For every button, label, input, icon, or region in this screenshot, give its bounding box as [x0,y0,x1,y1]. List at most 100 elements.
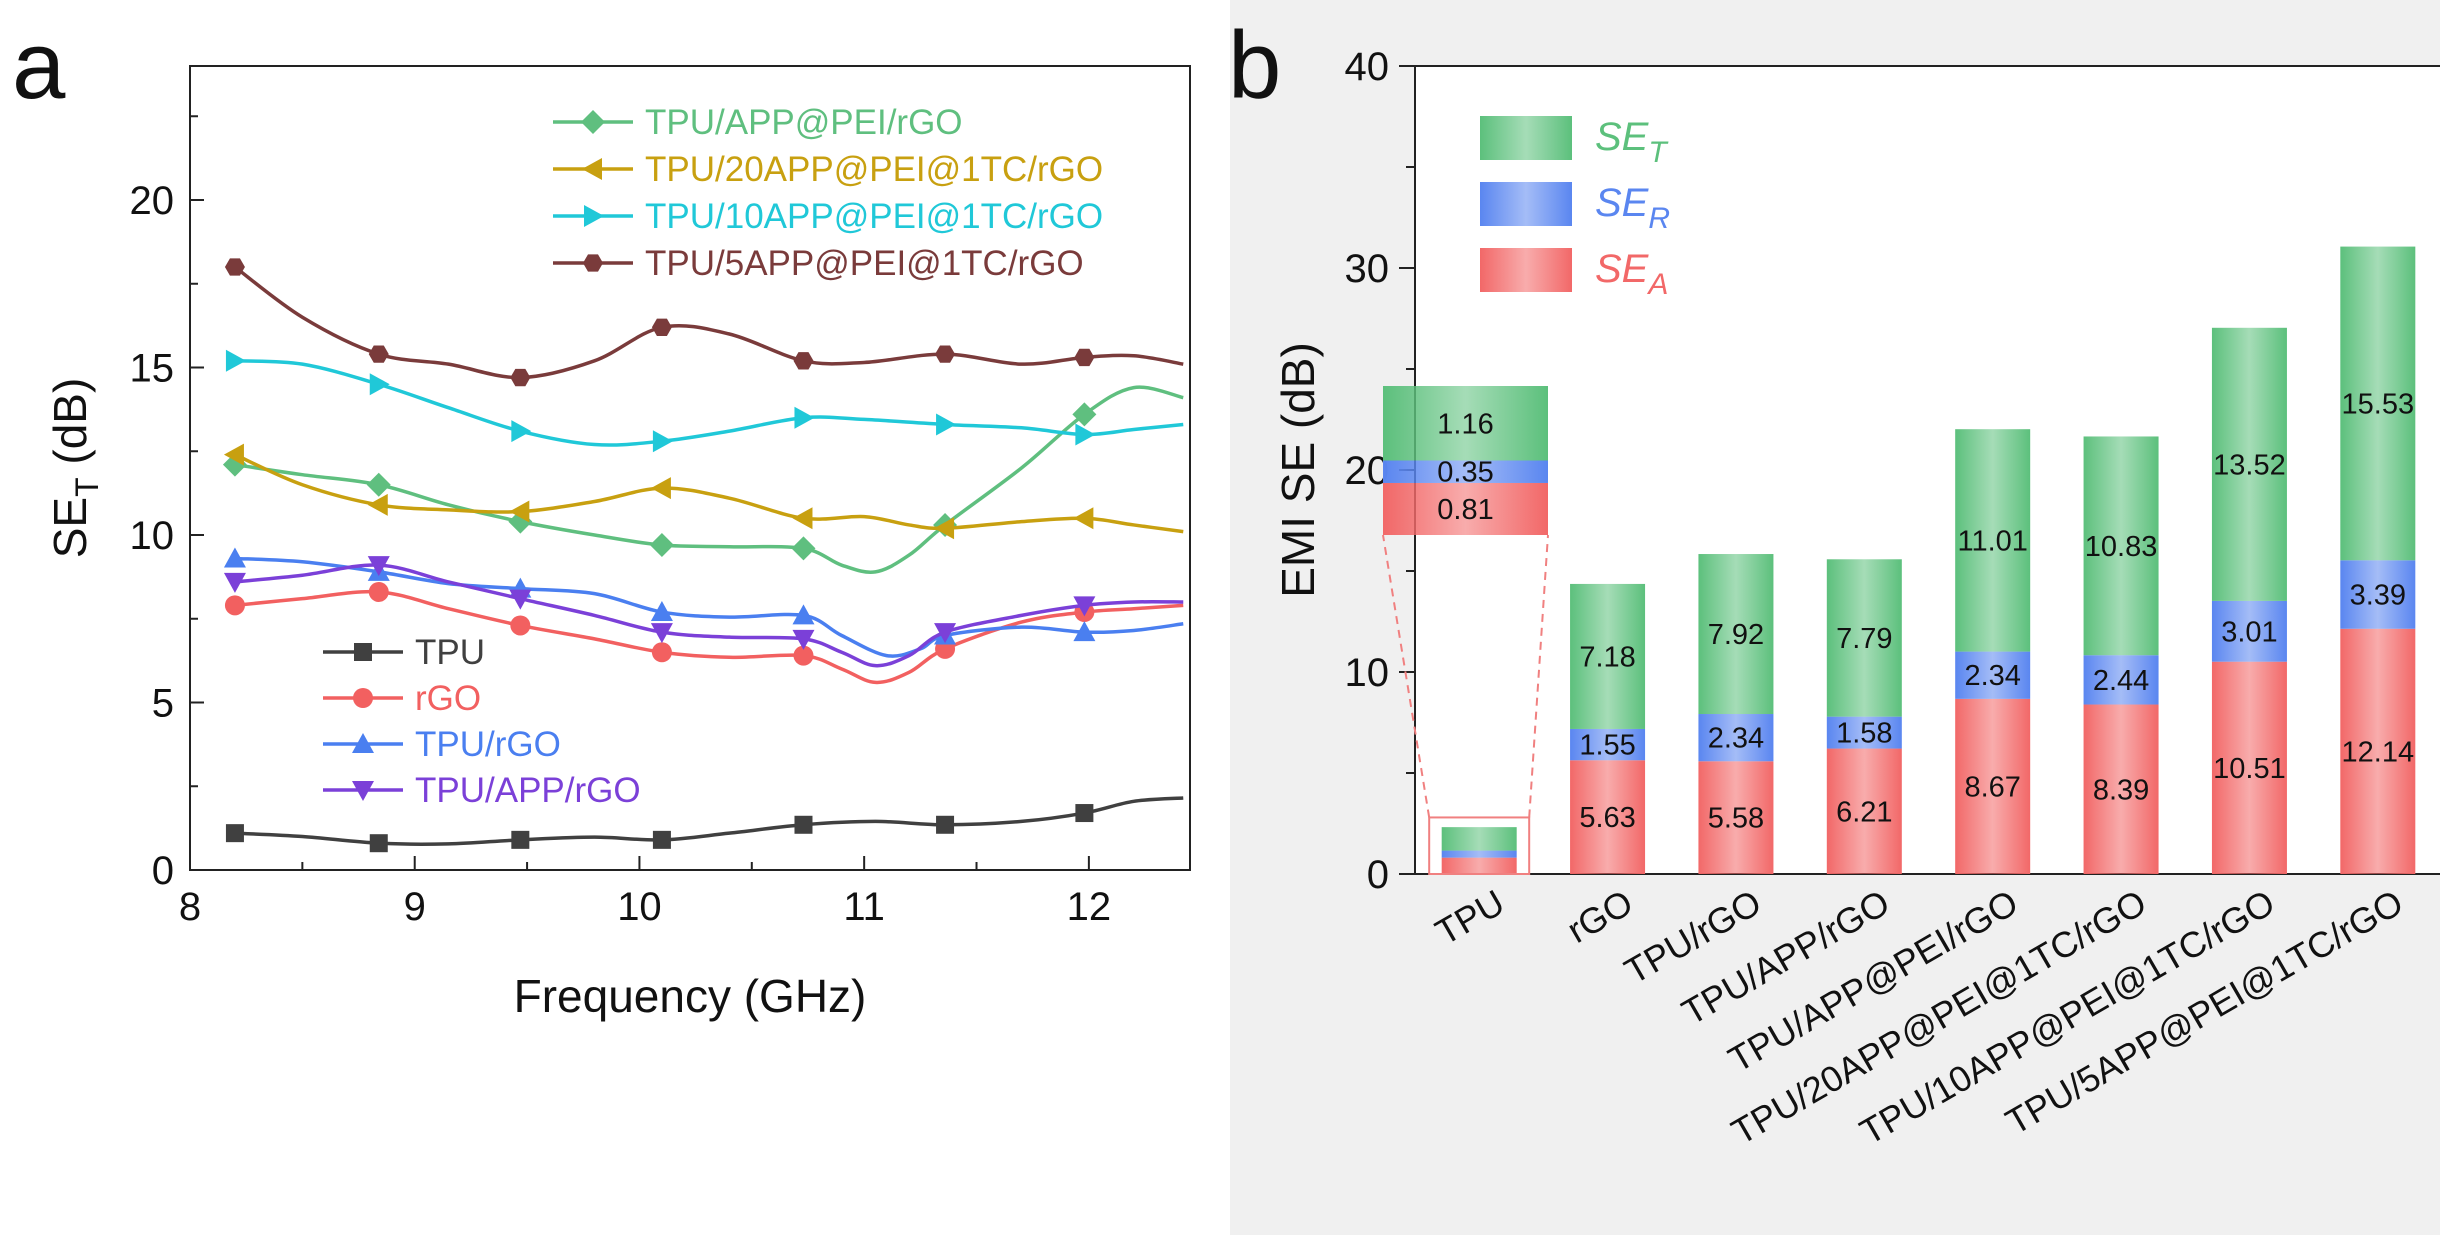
y-tick-label-0: 0 [152,849,174,893]
legend-label-main: SE [1595,115,1650,159]
data-label-tpu-10app-pei-1tc-rgo-se-a: 10.51 [2213,753,2286,785]
y-axis-label-sub: T [69,477,105,497]
data-point-tpu-app-rgo-6 [1073,596,1096,617]
x-tick-label-3: 11 [843,885,885,929]
bar-segment-tpu-rgo-se-t [1698,554,1774,715]
bar-segment-tpu-20app-pei-1tc-rgo-se-t [2083,436,2159,656]
data-point-rgo-4 [793,645,814,666]
data-label-tpu-rgo-se-r: 2.34 [1708,723,1764,755]
data-point-tpu-app-rgo-3 [650,623,673,644]
data-label-tpu-20app-pei-1tc-rgo-se-a: 8.39 [2093,774,2149,806]
legend-marker-lower-0 [354,643,372,661]
data-point-tpu-app-pei-rgo-4 [791,536,816,561]
legend-label-upper-0: TPU/APP@PEI/rGO [645,103,963,142]
legend-marker-lower-2 [352,733,374,753]
legend-label-main: SE [1595,181,1650,225]
legend-label-upper-1: TPU/20APP@PEI@1TC/rGO [645,150,1103,189]
bar-segment-rgo-se-t [1570,583,1646,729]
data-point-tpu-5app-pei-1tc-rgo-5 [935,345,956,363]
data-label-rgo-se-r: 1.55 [1579,730,1635,762]
inset-segment-se-t [1383,386,1548,461]
data-label-tpu-app-rgo-se-t: 7.79 [1836,623,1892,655]
data-label-tpu-app-rgo-se-r: 1.58 [1836,718,1892,750]
data-point-tpu-1 [369,834,388,853]
legend-label-lower-1: rGO [415,679,481,718]
category-label-0: TPU [1428,881,1511,953]
b-y-tick-label-1: 10 [1345,651,1390,695]
legend-label-sub: A [1646,268,1668,301]
bar-segment-tpu-5app-pei-1tc-rgo-se-t [2340,246,2416,561]
data-label-tpu-20app-pei-1tc-rgo-se-t: 10.83 [2085,531,2158,563]
bar-segment-tpu-app-pei-rgo-se-t [1955,429,2031,652]
inset-connector-right [1528,534,1549,818]
data-point-tpu-4 [794,815,813,834]
x-tick-label-2: 10 [617,885,662,929]
panel-label-b: b [1228,12,1282,119]
series-rgo [224,581,1184,685]
bar-segment-rgo-se-a [1570,760,1646,874]
bar-segment-tpu-10app-pei-1tc-rgo-se-a [2211,661,2287,874]
bar-segment-tpu-app-pei-rgo-se-r [1955,651,2031,699]
data-point-tpu-20app-pei-1tc-rgo-1 [367,493,388,516]
data-point-tpu-10app-pei-1tc-rgo-4 [794,406,815,429]
data-point-tpu-rgo-3 [650,601,673,622]
bar-segment-tpu-rgo-se-a [1698,761,1774,874]
x-axis-label-a: Frequency (GHz) [514,970,867,1022]
b-y-tick-label-2: 20 [1345,449,1390,493]
data-point-tpu-20app-pei-1tc-rgo-5 [934,517,955,540]
data-point-tpu-app-pei-rgo-3 [649,533,674,558]
bar-segment-tpu-rgo-se-r [1698,714,1774,762]
data-point-tpu-10app-pei-1tc-rgo-5 [936,413,957,436]
plot-frame-a [189,65,1191,871]
data-point-tpu-app-rgo-2 [509,589,532,610]
bar-group-tpu-5app-pei-1tc-rgo: 12.14 3.39 15.53 [2340,246,2416,874]
data-point-tpu-10app-pei-1tc-rgo-2 [511,420,532,443]
series-tpu-5app-pei-1tc-rgo [224,258,1184,387]
bar-group-tpu-app-rgo: 6.21 1.58 7.79 [1826,559,1902,874]
data-point-tpu-5app-pei-1tc-rgo-1 [368,345,389,363]
legend-label-sub: R [1648,202,1670,235]
data-point-tpu-app-rgo-5 [934,623,957,644]
bar-group-tpu-20app-pei-1tc-rgo: 8.39 2.44 10.83 [2083,436,2159,874]
data-point-tpu-0 [225,824,244,843]
legend-label-main: SE [1595,247,1650,291]
panel-label-a: a [12,12,66,119]
series-line-tpu-app-rgo [234,563,1184,668]
data-point-tpu-20app-pei-1tc-rgo-4 [792,507,813,530]
data-point-tpu-5app-pei-1tc-rgo-4 [793,352,814,370]
data-label-tpu-5app-pei-1tc-rgo-se-t: 15.53 [2342,388,2415,420]
data-point-rgo-1 [368,581,389,602]
data-point-tpu-10app-pei-1tc-rgo-6 [1075,423,1096,446]
data-point-tpu-10app-pei-1tc-rgo-0 [225,349,246,372]
bar-group-tpu [1441,827,1517,874]
series-line-rgo [234,589,1184,685]
data-point-tpu-20app-pei-1tc-rgo-6 [1073,507,1094,530]
y-tick-label-4: 20 [130,179,175,223]
legend-marker-upper-1 [582,158,602,180]
data-label-tpu-20app-pei-1tc-rgo-se-r: 2.44 [2093,665,2149,697]
data-label-tpu-app-rgo-se-a: 6.21 [1836,796,1892,828]
legend-label-se-a: SEA [1595,247,1668,301]
data-point-tpu-20app-pei-1tc-rgo-2 [509,500,530,523]
bar-group-rgo: 5.63 1.55 7.18 [1570,583,1646,874]
data-point-tpu-10app-pei-1tc-rgo-1 [369,373,390,396]
inset-label-se-a: 0.81 [1437,494,1493,526]
bar-group-tpu-rgo: 5.58 2.34 7.92 [1698,554,1774,874]
data-label-tpu-rgo-se-t: 7.92 [1708,619,1764,651]
bar-segment-tpu-10app-pei-1tc-rgo-se-t [2211,327,2287,601]
series-tpu-app-rgo [223,556,1184,668]
legend-marker-upper-0 [581,110,605,134]
data-label-rgo-se-a: 5.63 [1579,802,1635,834]
data-label-tpu-rgo-se-a: 5.58 [1708,803,1764,835]
series-tpu-20app-pei-1tc-rgo [223,443,1184,540]
data-point-tpu-5app-pei-1tc-rgo-0 [224,258,245,276]
y-tick-label-2: 10 [130,514,175,558]
legend-swatch-se-a [1480,248,1572,292]
data-point-tpu-6 [1075,804,1094,823]
data-point-tpu-2 [511,830,530,849]
legend-label-lower-0: TPU [415,633,485,672]
y-axis-label-b: EMI SE (dB) [1272,342,1324,598]
data-point-rgo-0 [224,595,245,616]
